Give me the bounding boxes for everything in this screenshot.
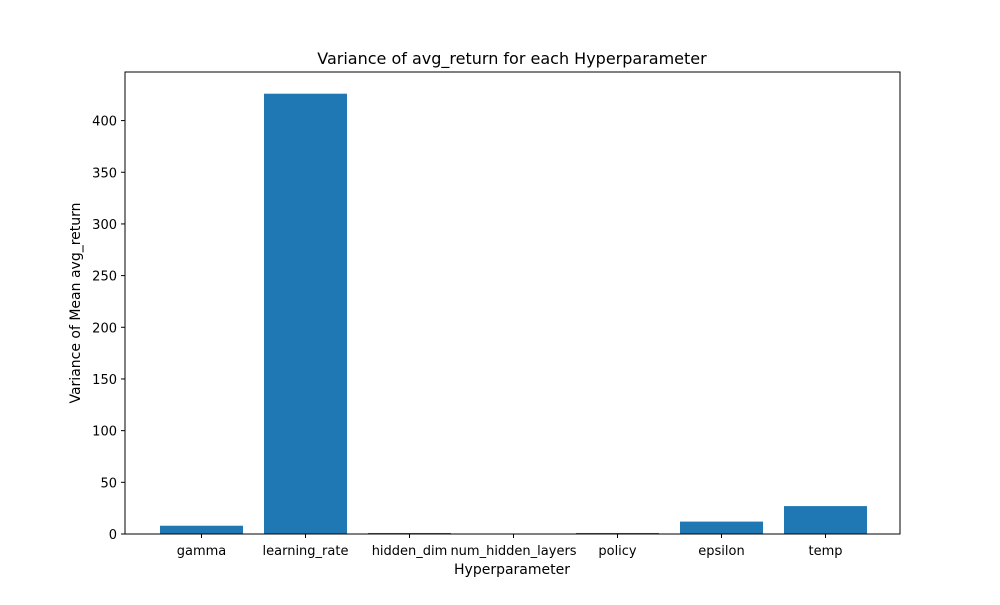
y-tick-label: 100 xyxy=(92,425,117,440)
x-tick-label: gamma xyxy=(177,544,227,559)
y-tick-label: 0 xyxy=(109,528,117,543)
y-tick-label: 250 xyxy=(92,270,117,285)
plot-frame xyxy=(125,72,900,534)
y-tick-label: 50 xyxy=(100,476,117,491)
y-tick-label: 350 xyxy=(92,166,117,181)
bar-learning-rate xyxy=(264,94,347,534)
bars-layer xyxy=(160,94,867,534)
axes-layer xyxy=(125,72,900,534)
x-tick-label: hidden_dim xyxy=(372,544,448,559)
x-tick-label: learning_rate xyxy=(263,544,349,559)
x-tick-label: epsilon xyxy=(698,544,744,559)
y-axis-label: Variance of Mean avg_return xyxy=(68,202,84,403)
bar-epsilon xyxy=(680,522,763,534)
bar-temp xyxy=(784,506,867,534)
chart-title: Variance of avg_return for each Hyperpar… xyxy=(317,49,707,69)
x-tick-label: num_hidden_layers xyxy=(450,544,576,559)
x-tick-label: policy xyxy=(598,544,637,559)
y-ticks: 0 50 100 150 200 250 300 350 400 xyxy=(92,115,125,543)
x-tick-label: temp xyxy=(808,544,842,559)
y-tick-label: 400 xyxy=(92,115,117,130)
y-tick-label: 300 xyxy=(92,218,117,233)
bar-gamma xyxy=(160,526,243,534)
y-tick-label: 150 xyxy=(92,373,117,388)
x-axis-label: Hyperparameter xyxy=(454,562,570,578)
y-tick-label: 200 xyxy=(92,321,117,336)
